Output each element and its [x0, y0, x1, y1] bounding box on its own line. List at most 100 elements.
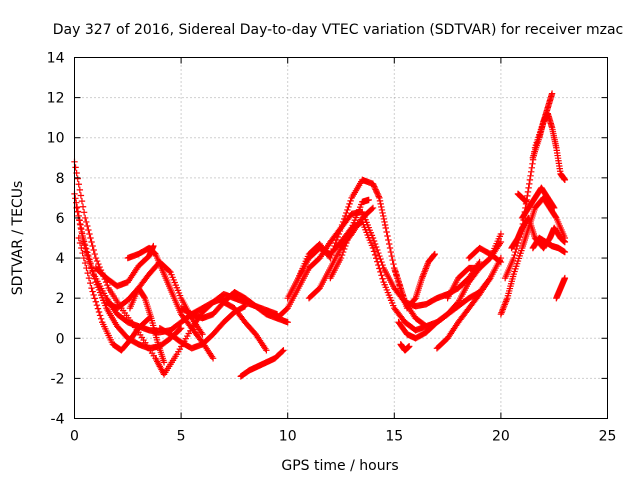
- data-point: [91, 250, 98, 258]
- data-point: [378, 203, 385, 211]
- series-prn-u: [433, 274, 494, 352]
- data-point: [199, 331, 206, 338]
- data-point: [385, 236, 392, 244]
- data-point: [372, 187, 380, 195]
- series-prn-ad: [529, 234, 569, 256]
- x-tick-label: 25: [599, 429, 617, 445]
- data-point: [141, 293, 148, 301]
- y-tick-label: 8: [56, 171, 65, 187]
- data-point: [331, 242, 338, 250]
- data-point: [371, 240, 379, 248]
- data-point: [87, 279, 94, 287]
- data-point: [79, 232, 86, 240]
- data-point: [91, 295, 98, 302]
- series-prn-k: [220, 298, 270, 354]
- data-point: [379, 275, 386, 282]
- data-point: [104, 281, 111, 289]
- data-point: [330, 245, 337, 253]
- y-tick-label: 4: [56, 251, 65, 267]
- data-point: [526, 180, 533, 188]
- data-point: [375, 193, 382, 200]
- data-point: [97, 315, 105, 323]
- data-point: [372, 186, 379, 193]
- data-point: [374, 190, 381, 197]
- data-point: [388, 252, 395, 260]
- data-point: [524, 192, 531, 200]
- data-point: [497, 238, 505, 246]
- data-point: [374, 191, 382, 199]
- data-point: [346, 200, 353, 208]
- data-point: [91, 275, 98, 282]
- data-point: [339, 218, 347, 226]
- data-point: [527, 168, 535, 176]
- data-point: [370, 248, 378, 255]
- data-point: [548, 90, 556, 97]
- y-tick-label: -2: [51, 371, 65, 387]
- data-point: [74, 208, 81, 216]
- data-point: [340, 215, 348, 223]
- data-point: [374, 246, 381, 254]
- data-point: [431, 250, 439, 258]
- data-point: [72, 164, 79, 171]
- data-point: [377, 268, 384, 276]
- data-point: [552, 213, 559, 221]
- series-prn-l: [237, 347, 287, 380]
- data-point: [176, 326, 184, 333]
- data-point: [389, 256, 396, 264]
- data-point: [369, 204, 377, 212]
- x-tick-label: 10: [279, 429, 297, 445]
- data-point: [347, 197, 354, 205]
- data-point: [80, 254, 88, 262]
- data-point: [525, 184, 532, 192]
- data-point: [343, 239, 350, 247]
- axis-ticks: 0 5 10 15 20 25 -4 -2 0 2 4 6 8 10 12 14: [47, 51, 617, 445]
- data-point: [93, 257, 101, 265]
- data-point: [379, 209, 386, 217]
- data-point: [89, 288, 96, 295]
- data-point: [406, 343, 413, 350]
- data-point: [150, 242, 157, 250]
- data-point: [369, 180, 377, 188]
- data-point: [328, 251, 335, 259]
- data-point: [87, 234, 94, 242]
- data-point: [79, 249, 86, 257]
- data-point: [84, 222, 91, 230]
- series-prn-e: [92, 242, 157, 290]
- data-point: [381, 221, 389, 229]
- data-point: [78, 228, 85, 236]
- data-point: [377, 200, 384, 208]
- series-prn-aa: [519, 184, 558, 222]
- data-point: [80, 236, 87, 244]
- data-point: [334, 233, 342, 241]
- data-point: [342, 212, 349, 220]
- data-point: [497, 230, 505, 238]
- data-point: [76, 239, 84, 247]
- data-point: [496, 258, 504, 265]
- data-point: [386, 244, 394, 252]
- data-point: [369, 244, 377, 252]
- data-point: [387, 248, 395, 256]
- data-point: [551, 204, 558, 212]
- data-point: [160, 359, 168, 366]
- data-point: [380, 215, 388, 223]
- data-point: [280, 347, 287, 354]
- data-point: [81, 240, 88, 248]
- data-point: [76, 220, 84, 228]
- data-point: [340, 245, 348, 253]
- data-point: [209, 355, 217, 362]
- data-point: [90, 272, 97, 279]
- series-prn-w: [465, 244, 505, 266]
- data-point: [77, 192, 85, 199]
- data-point: [332, 239, 339, 247]
- data-point: [95, 260, 102, 268]
- data-point: [76, 186, 84, 194]
- data-point: [86, 258, 93, 265]
- data-point: [487, 274, 494, 282]
- data-point: [411, 295, 418, 303]
- data-point: [371, 183, 378, 190]
- data-point: [339, 248, 347, 256]
- data-point: [524, 188, 532, 196]
- data-point: [344, 206, 351, 214]
- data-point: [383, 228, 390, 236]
- data-point: [284, 319, 291, 326]
